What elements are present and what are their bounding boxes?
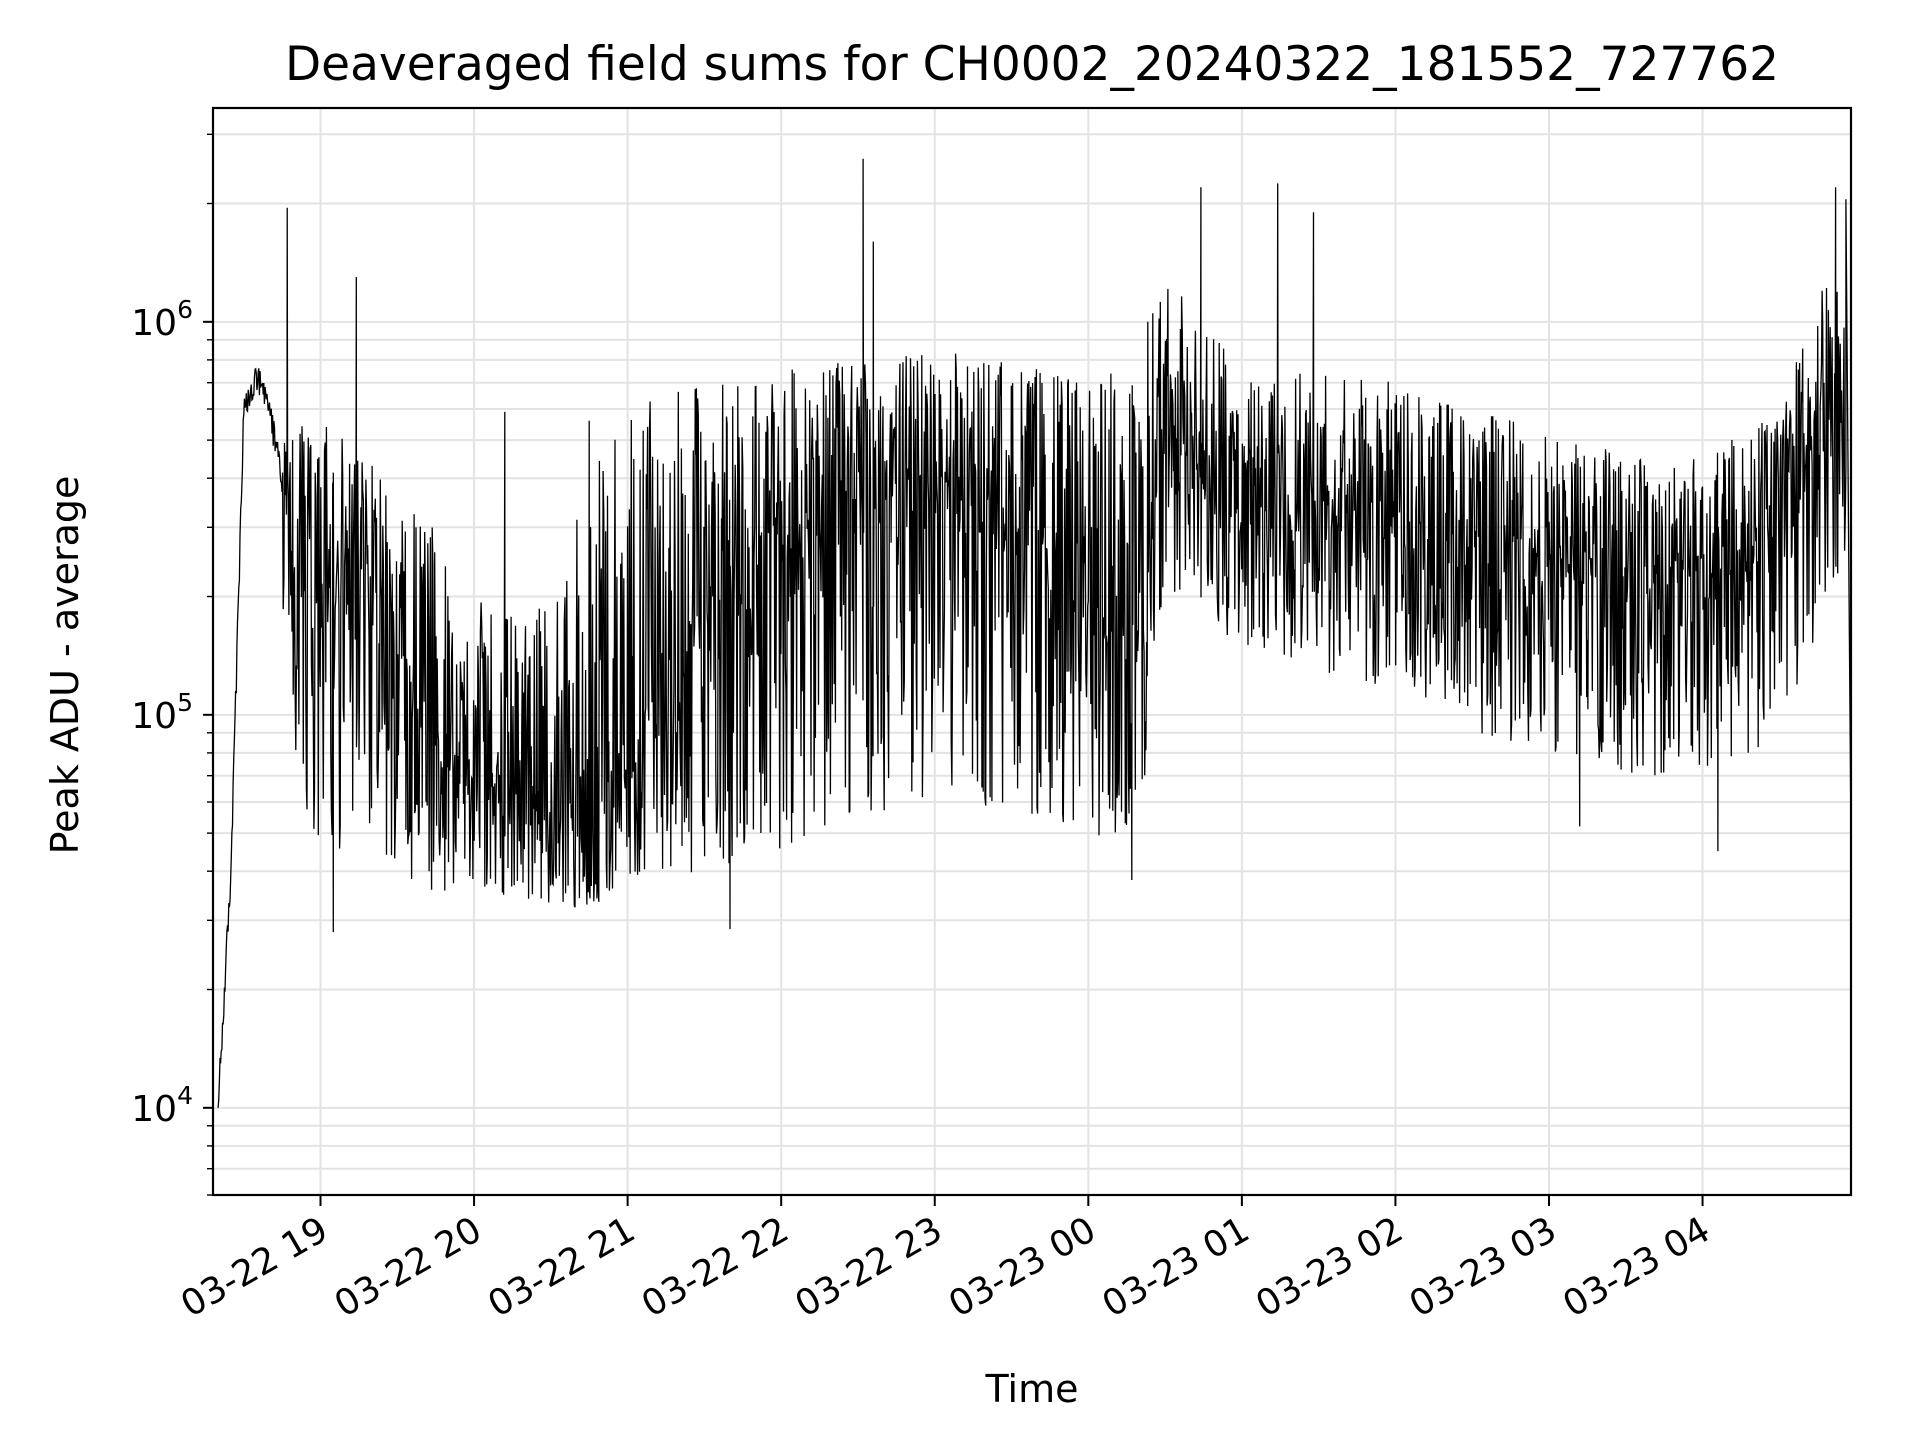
series-line: [217, 158, 1852, 1108]
y-axis-label: Peak ADU - average: [43, 476, 87, 855]
y-tick-label: 104: [131, 1081, 193, 1130]
y-tick-label: 106: [131, 295, 193, 344]
series-area: [217, 158, 1852, 1108]
y-tick-label: 105: [131, 688, 193, 737]
plot-frame: [211, 106, 1853, 1197]
x-axis-label: Time: [985, 1367, 1079, 1411]
chart-title: Deaveraged field sums for CH0002_2024032…: [285, 37, 1779, 92]
